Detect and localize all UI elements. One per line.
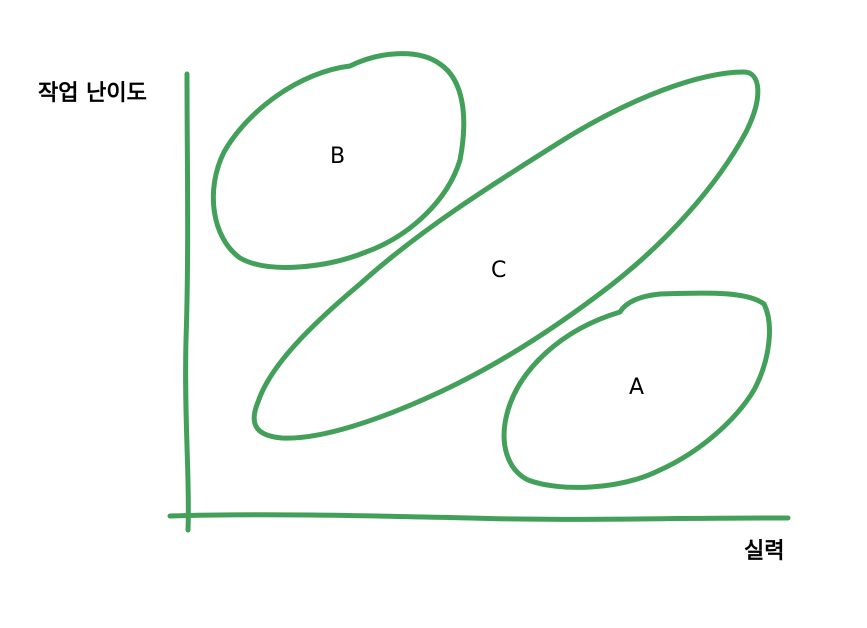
- region-b-outline: [210, 51, 467, 270]
- region-b-label: B: [330, 144, 345, 169]
- y-axis-label: 작업 난이도: [38, 81, 147, 106]
- x-axis-line: [167, 512, 791, 522]
- region-a-outline: [501, 290, 772, 490]
- x-axis-label: 실력: [744, 539, 784, 564]
- region-c-outline: [251, 69, 761, 441]
- y-axis-line: [183, 71, 191, 533]
- region-a-label: A: [629, 375, 644, 400]
- region-c-label: C: [491, 258, 506, 283]
